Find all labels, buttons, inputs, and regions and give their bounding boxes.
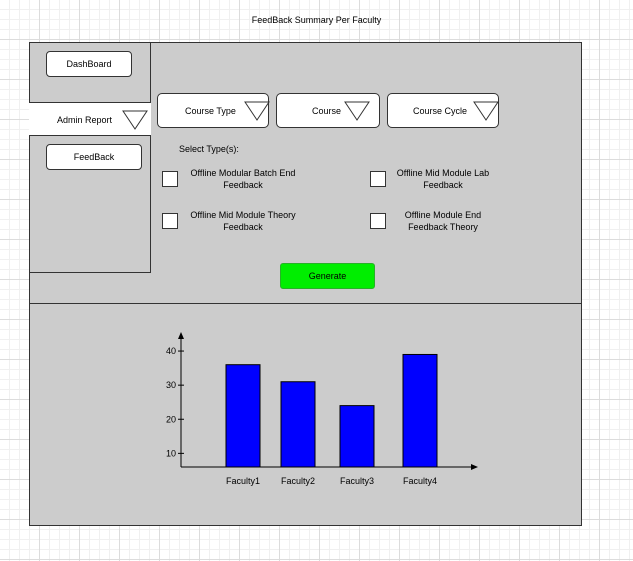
dropdown-triangle-icon	[244, 101, 270, 121]
admin-report-label: Admin Report	[57, 115, 113, 125]
mid-module-lab-label: Offline Mid Module Lab Feedback	[386, 167, 500, 191]
x-tick-label: Faculty1	[226, 476, 260, 486]
y-tick-label: 30	[166, 380, 176, 390]
option-line: Feedback Theory	[408, 222, 478, 232]
feedback-button[interactable]: FeedBack	[46, 144, 142, 170]
page-title: FeedBack Summary Per Faculty	[251, 15, 382, 25]
faculty-bar-chart: 10 20 30 40 Faculty1 Faculty2 Faculty3 Faculty4	[166, 332, 478, 486]
sidebar: DashBoard Admin Report FeedBack	[29, 43, 151, 273]
option-line: Offline Mid Module Theory	[190, 210, 296, 220]
module-end-theory-checkbox[interactable]	[370, 213, 386, 229]
dropdown-triangle-icon	[122, 110, 148, 130]
bar	[339, 405, 375, 468]
bar	[225, 364, 261, 468]
x-tick-label: Faculty4	[403, 476, 437, 486]
y-axis-arrow	[178, 332, 184, 339]
y-tick-label: 10	[166, 448, 176, 458]
admin-report-dropdown[interactable]: Admin Report	[29, 102, 151, 136]
dropdown-triangle-icon	[344, 101, 370, 121]
bar	[402, 353, 438, 468]
course-cycle-label: Course Cycle	[413, 106, 468, 116]
course-dropdown[interactable]: Course	[276, 93, 380, 128]
option-line: Feedback	[223, 180, 263, 190]
mid-module-theory-label: Offline Mid Module Theory Feedback	[180, 209, 306, 233]
option-line: Offline Module End	[404, 210, 482, 220]
course-cycle-dropdown[interactable]: Course Cycle	[387, 93, 499, 128]
x-tick-label: Faculty3	[340, 476, 374, 486]
course-type-dropdown[interactable]: Course Type	[157, 93, 270, 128]
module-end-theory-label: Offline Module End Feedback Theory	[386, 209, 500, 233]
generate-button[interactable]: Generate	[280, 263, 375, 289]
mid-module-theory-checkbox[interactable]	[162, 213, 178, 229]
bar	[280, 381, 316, 468]
dashboard-button[interactable]: DashBoard	[46, 51, 132, 77]
section-divider	[30, 303, 581, 304]
mid-module-lab-checkbox[interactable]	[370, 171, 386, 187]
batch-end-feedback-checkbox[interactable]	[162, 171, 178, 187]
option-line: Feedback	[423, 180, 463, 190]
option-line: Offline Mid Module Lab	[396, 168, 490, 178]
option-line: Feedback	[223, 222, 263, 232]
select-types-label: Select Type(s):	[179, 144, 239, 154]
dropdown-triangle-icon	[473, 101, 499, 121]
y-tick-label: 20	[166, 414, 176, 424]
main-panel: DashBoard Admin Report FeedBack Course T…	[29, 42, 582, 526]
x-axis-arrow	[471, 464, 478, 470]
option-line: Offline Modular Batch End	[190, 168, 296, 178]
course-label: Course	[312, 106, 342, 116]
course-type-label: Course Type	[185, 106, 236, 116]
x-tick-label: Faculty2	[281, 476, 315, 486]
batch-end-feedback-label: Offline Modular Batch End Feedback	[180, 167, 306, 191]
y-tick-label: 40	[166, 346, 176, 356]
